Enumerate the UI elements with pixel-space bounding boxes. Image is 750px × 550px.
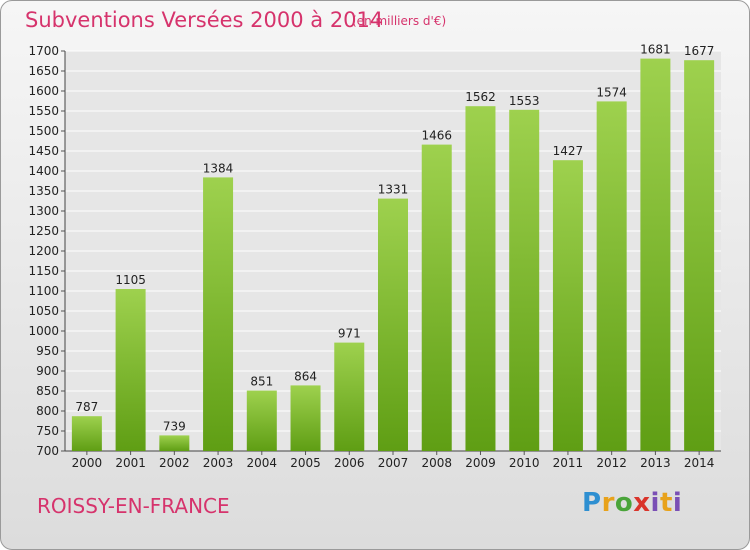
bar [421,144,452,451]
y-tick-label: 1550 [28,104,59,118]
x-tick-label: 2002 [159,456,190,470]
bar-value-label: 971 [338,327,361,341]
bar [378,198,408,451]
bar [71,416,102,451]
bar-value-label: 1105 [115,273,146,287]
y-tick-label: 1600 [28,84,59,98]
x-tick-label: 2011 [553,456,584,470]
bar-value-label: 1677 [684,44,715,58]
y-tick-label: 1700 [28,44,59,58]
y-tick-label: 750 [36,424,59,438]
bar-value-label: 1331 [378,183,409,197]
x-tick-label: 2013 [640,456,671,470]
bar-value-label: 787 [75,400,98,414]
bar [684,60,715,451]
y-tick-label: 850 [36,384,59,398]
bar [203,177,234,451]
bar [596,101,627,452]
bar-value-label: 739 [163,419,186,433]
y-tick-label: 700 [36,444,59,458]
proxiti-logo: Proxiti [582,488,683,518]
bar-value-label: 1466 [421,129,452,143]
y-tick-label: 1250 [28,224,59,238]
x-tick-label: 2000 [72,456,103,470]
x-tick-label: 2001 [115,456,146,470]
x-tick-label: 2009 [465,456,496,470]
bar-value-label: 1427 [553,144,584,158]
bar [509,109,540,452]
y-tick-label: 800 [36,404,59,418]
y-tick-label: 900 [36,364,59,378]
chart-subtitle: (en milliers d'€) [352,14,447,28]
bar-value-label: 864 [294,369,317,383]
x-tick-label: 2008 [421,456,452,470]
x-tick-label: 2012 [596,456,627,470]
bar-value-label: 1681 [640,43,671,57]
y-tick-label: 1300 [28,204,59,218]
y-tick-label: 1000 [28,324,59,338]
x-tick-label: 2003 [203,456,234,470]
bar-value-label: 1562 [465,90,496,104]
bar [290,385,321,451]
x-tick-label: 2007 [378,456,409,470]
x-tick-label: 2006 [334,456,365,470]
x-tick-label: 2005 [290,456,321,470]
bar-value-label: 1384 [203,161,234,175]
commune-name: ROISSY-EN-FRANCE [37,494,230,518]
x-tick-label: 2010 [509,456,540,470]
bar [115,289,146,451]
y-tick-label: 1400 [28,164,59,178]
bar [640,58,671,451]
y-tick-label: 1200 [28,244,59,258]
bar-value-label: 1553 [509,94,540,108]
y-tick-label: 1050 [28,304,59,318]
bar-value-label: 851 [250,375,273,389]
bar [334,342,365,451]
chart-title: Subventions Versées 2000 à 2014 [25,8,384,32]
y-tick-label: 1150 [28,264,59,278]
x-tick-label: 2004 [247,456,278,470]
bar [465,106,496,451]
y-tick-label: 950 [36,344,59,358]
bar [246,390,277,451]
bar-value-label: 1574 [596,85,627,99]
y-tick-label: 1450 [28,144,59,158]
y-tick-label: 1500 [28,124,59,138]
y-tick-label: 1650 [28,64,59,78]
y-tick-label: 1350 [28,184,59,198]
y-tick-label: 1100 [28,284,59,298]
x-tick-label: 2014 [684,456,715,470]
bar [159,435,190,451]
bar [552,160,583,451]
